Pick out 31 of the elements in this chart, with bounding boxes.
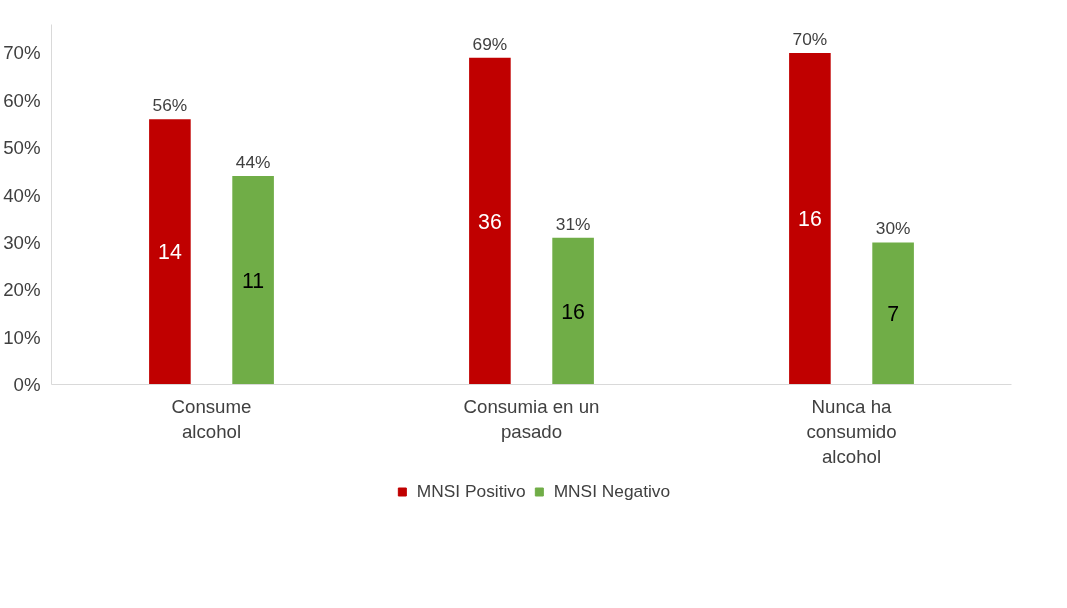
y-tick-label: 50% — [3, 137, 41, 159]
data-label: 56% — [152, 95, 188, 116]
legend-label: MNSI Negativo — [553, 480, 671, 502]
x-tick-label: Nunca ha consumido alcohol — [806, 395, 897, 467]
annotation: 14 — [158, 240, 182, 265]
bar — [469, 57, 511, 385]
bar — [872, 242, 914, 385]
bar — [552, 237, 594, 385]
bar — [149, 119, 191, 385]
y-tick-label: 30% — [3, 231, 41, 253]
annotation: 16 — [798, 207, 822, 232]
y-tick-label: 40% — [3, 184, 41, 206]
y-tick-label: 60% — [3, 89, 41, 111]
y-tick-label: 0% — [13, 374, 41, 395]
data-label: 30% — [875, 218, 911, 239]
data-label: 31% — [555, 213, 591, 234]
annotation: 11 — [242, 268, 265, 293]
x-tick-label: Consumia en un pasado — [463, 395, 600, 442]
data-label: 70% — [792, 28, 828, 49]
bar — [789, 52, 831, 385]
x-tick-label: Consume alcohol — [171, 395, 252, 442]
annotation: 16 — [561, 299, 585, 324]
annotation: 36 — [478, 209, 502, 234]
bar — [232, 176, 274, 385]
data-label: 69% — [472, 33, 508, 54]
legend-label: MNSI Positivo — [416, 480, 526, 502]
annotation: 7 — [887, 301, 900, 326]
y-tick-label: 70% — [3, 42, 41, 64]
y-tick-label: 10% — [3, 326, 41, 348]
y-tick-label: 20% — [3, 279, 41, 301]
data-label: 44% — [235, 152, 271, 173]
